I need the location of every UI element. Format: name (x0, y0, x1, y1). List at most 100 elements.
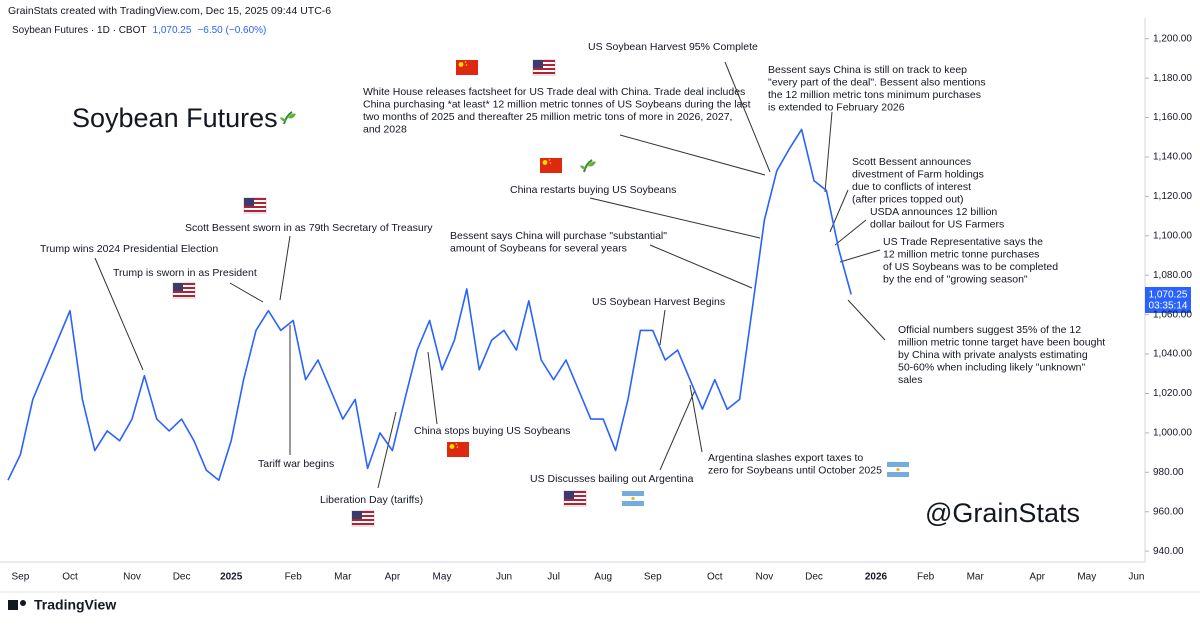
watermark: @GrainStats (925, 498, 1080, 528)
y-tick-label: 980.00 (1153, 467, 1184, 478)
leader (94, 257, 144, 371)
annotation-line: US Trade Representative says the (883, 236, 1043, 248)
y-tick-label: 1,180.00 (1153, 73, 1192, 84)
x-tick-label: Oct (707, 572, 723, 583)
annotation-line: two months of 2025 and thereafter 25 mil… (363, 111, 732, 123)
x-tick-label: Mar (334, 572, 352, 583)
leader (824, 111, 833, 193)
annotation-line: Official numbers suggest 35% of the 12 (898, 324, 1081, 336)
leader (834, 219, 867, 246)
leader (229, 282, 264, 303)
annotation-line: Bessent says China will purchase "substa… (450, 230, 667, 242)
annotation-line: Scott Bessent announces (852, 156, 971, 168)
annotation-line: China restarts buying US Soybeans (510, 184, 676, 196)
x-tick-label: Feb (917, 572, 935, 583)
leader (659, 389, 696, 471)
annotation-line: Bessent says China is still on track to … (768, 64, 967, 76)
annotation-line: by the end of "growing season" (883, 273, 1028, 285)
x-tick-label: May (1077, 572, 1096, 583)
annotation-line: zero for Soybeans until October 2025 (708, 464, 882, 476)
chart-title: Soybean Futures (72, 103, 278, 133)
leader (649, 244, 753, 289)
annotation-line: Trump is sworn in as President (113, 267, 257, 279)
annotation-line: 50-60% when including likely "unknown" (898, 361, 1086, 373)
annotation-line: US Discusses bailing out Argentina (530, 473, 694, 485)
annotation-line: Trump wins 2024 Presidential Election (40, 243, 218, 255)
leader (659, 309, 666, 346)
y-tick-label: 1,060.00 (1153, 309, 1192, 320)
annotation-line: of US Soybeans was to be completed (883, 261, 1058, 273)
leader (619, 134, 766, 176)
x-tick-label: Apr (385, 572, 401, 583)
annotation-line: Tariff war begins (258, 458, 334, 470)
y-tick-label: 960.00 (1153, 506, 1184, 517)
x-tick-label: Feb (285, 572, 303, 583)
y-tick-label: 1,040.00 (1153, 349, 1192, 360)
price-line (7, 128, 852, 481)
leader (839, 249, 881, 263)
x-tick-label: Jun (1128, 572, 1144, 583)
x-tick-label: Sep (644, 572, 662, 583)
annotation-line: and 2028 (363, 123, 407, 135)
annotation-line: China stops buying US Soybeans (414, 425, 570, 437)
y-tick-label: 1,020.00 (1153, 388, 1192, 399)
y-tick-label: 1,200.00 (1153, 33, 1192, 44)
x-tick-label: Nov (123, 572, 141, 583)
x-tick-label: Oct (62, 572, 78, 583)
leader (377, 411, 397, 489)
leader (589, 197, 761, 239)
annotation-leaders (94, 61, 886, 489)
annotation-line: USDA announces 12 billion (870, 206, 997, 218)
x-tick-label: 2025 (220, 572, 243, 583)
annotation-line: "every part of the deal". Bessent also m… (768, 76, 986, 88)
annotation-line: amount of Soybeans for several years (450, 242, 627, 254)
symbol: Soybean Futures · 1D · CBOT 1,070.25 −6.50… (12, 25, 266, 36)
annotation-line: due to conflicts of interest (852, 181, 971, 193)
price-tag-value: 1,070.25 (1149, 290, 1188, 301)
annotations: US Soybean Harvest 95% Complete White Hou… (40, 41, 1105, 506)
x-tick-label: 2026 (865, 572, 888, 583)
footer-logo (8, 600, 26, 610)
price-tag: 1,070.25 03:35:14 (1145, 287, 1191, 313)
annotation-line: is extended to February 2026 (768, 101, 905, 113)
annotation-line: million metric tonne target have been bo… (898, 336, 1105, 348)
footer: TradingView (34, 597, 116, 613)
x-tick-label: Apr (1029, 572, 1045, 583)
annotation-line: Scott Bessent sworn in as 79th Secretary… (185, 222, 433, 234)
leader (724, 61, 771, 173)
annotation-line: Argentina slashes export taxes to (708, 452, 863, 464)
leader (279, 235, 291, 301)
x-tick-label: Mar (967, 572, 985, 583)
annotation-line: (after prices topped out) (852, 193, 963, 205)
annotation-line: divestment of Farm holdings (852, 168, 984, 180)
x-tick-label: May (433, 572, 452, 583)
annotation-line: by China with private analysts estimatin… (898, 349, 1088, 361)
annotation-line: sales (898, 374, 923, 386)
x-tick-label: Jun (496, 572, 512, 583)
annotation-line: dollar bailout for US Farmers (870, 218, 1004, 230)
annotation-line: 12 million metric tonne purchases (883, 248, 1039, 260)
annotation-line: China purchasing *at least* 12 million m… (363, 98, 751, 110)
annotation-line: White House releases factsheet for US Tr… (363, 86, 745, 98)
price: 1,070.25 (153, 25, 192, 36)
y-tick-label: 1,120.00 (1153, 191, 1192, 202)
symbol-name: Soybean Futures · 1D · CBOT (12, 25, 147, 36)
plot-area (7, 128, 852, 481)
credit: GrainStats created with TradingView.com,… (8, 5, 331, 17)
leader (427, 351, 438, 425)
leader (847, 299, 886, 341)
y-tick-label: 1,160.00 (1153, 112, 1192, 123)
y-tick-label: 1,140.00 (1153, 152, 1192, 163)
y-tick-label: 1,100.00 (1153, 230, 1192, 241)
price-tag-box (1145, 287, 1191, 313)
y-tick-label: 940.00 (1153, 546, 1184, 557)
x-tick-label: Jul (547, 572, 560, 583)
annotation-line: US Soybean Harvest Begins (592, 296, 725, 308)
annotation-line: Liberation Day (tariffs) (320, 494, 423, 506)
annotation-line: US Soybean Harvest 95% Complete (588, 41, 758, 53)
y-tick-label: 1,000.00 (1153, 428, 1192, 439)
price-tag-countdown: 03:35:14 (1149, 301, 1188, 312)
x-tick-label: Dec (173, 572, 191, 583)
y-tick-label: 1,080.00 (1153, 270, 1192, 281)
